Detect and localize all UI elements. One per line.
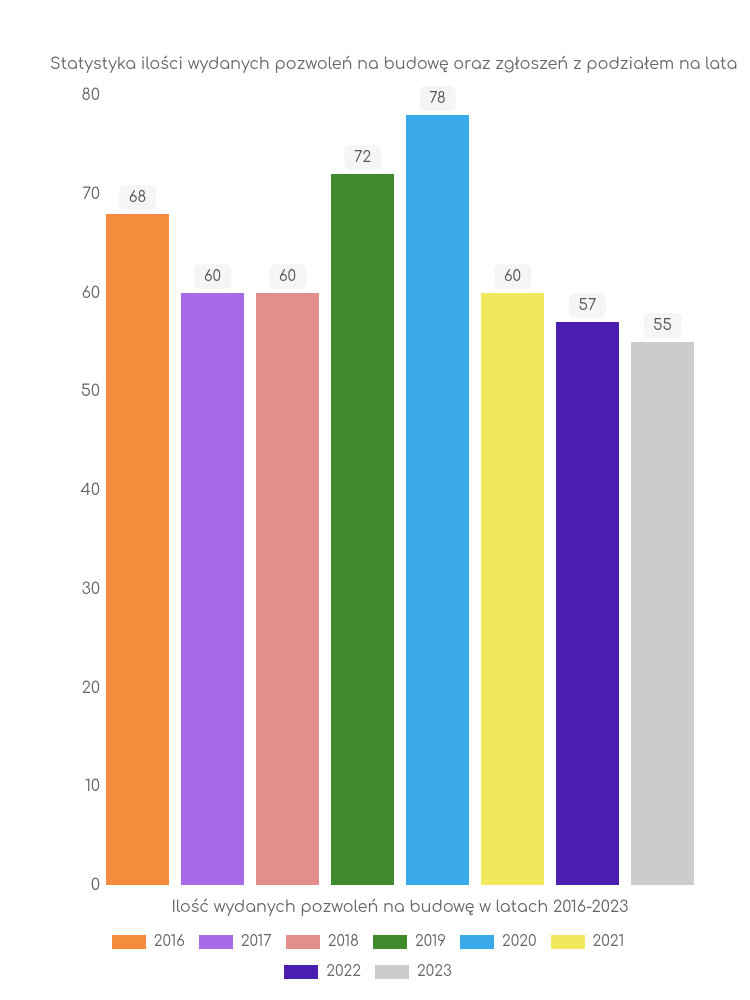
bar: 60 — [256, 293, 319, 886]
legend-item: 2022 — [284, 958, 361, 986]
legend-label: 2019 — [415, 928, 446, 956]
legend-label: 2023 — [417, 958, 452, 986]
y-tick: 70 — [60, 185, 100, 203]
y-tick: 10 — [60, 777, 100, 795]
y-tick: 30 — [60, 580, 100, 598]
bar: 78 — [406, 115, 469, 885]
legend-item: 2018 — [286, 928, 359, 956]
legend-swatch — [551, 935, 585, 949]
legend-swatch — [284, 965, 318, 979]
bar: 60 — [481, 293, 544, 886]
y-tick: 80 — [60, 86, 100, 104]
bar-value-label: 57 — [569, 293, 607, 318]
legend-item: 2017 — [199, 928, 272, 956]
plot-area: 6860607278605755 — [100, 95, 700, 885]
legend-label: 2016 — [154, 928, 185, 956]
legend-swatch — [286, 935, 320, 949]
bar-value-label: 60 — [494, 264, 531, 289]
legend-swatch — [375, 965, 409, 979]
legend-swatch — [373, 935, 407, 949]
legend: 2016 2017 2018 2019 2020 2021 2022 2023 — [0, 928, 750, 988]
bar: 55 — [631, 342, 694, 885]
legend-label: 2022 — [326, 958, 361, 986]
bar-value-label: 78 — [419, 86, 456, 111]
bar: 57 — [556, 322, 619, 885]
legend-swatch — [112, 935, 146, 949]
legend-item: 2016 — [112, 928, 185, 956]
bar-value-label: 72 — [344, 145, 381, 170]
chart-title: Statystyka ilości wydanych pozwoleń na b… — [50, 55, 737, 73]
legend-label: 2021 — [593, 928, 625, 956]
bar: 68 — [106, 214, 169, 886]
y-axis: 01020304050607080 — [60, 95, 100, 885]
y-tick: 60 — [60, 284, 100, 302]
bar: 72 — [331, 174, 394, 885]
legend-label: 2017 — [241, 928, 272, 956]
bar-value-label: 60 — [269, 264, 306, 289]
y-tick: 50 — [60, 382, 100, 400]
legend-item: 2019 — [373, 928, 446, 956]
legend-label: 2020 — [502, 928, 537, 956]
legend-label: 2018 — [328, 928, 359, 956]
legend-swatch — [199, 935, 233, 949]
legend-item: 2021 — [551, 928, 625, 956]
legend-item: 2023 — [375, 958, 452, 986]
x-axis-label: Ilość wydanych pozwoleń na budowę w lata… — [100, 898, 700, 916]
bar-value-label: 68 — [119, 185, 157, 210]
y-tick: 40 — [60, 481, 100, 499]
y-tick: 0 — [60, 876, 100, 894]
y-tick: 20 — [60, 679, 100, 697]
legend-item: 2020 — [460, 928, 537, 956]
bar-value-label: 55 — [643, 313, 682, 338]
legend-swatch — [460, 935, 494, 949]
bar: 60 — [181, 293, 244, 886]
bar-value-label: 60 — [194, 264, 231, 289]
